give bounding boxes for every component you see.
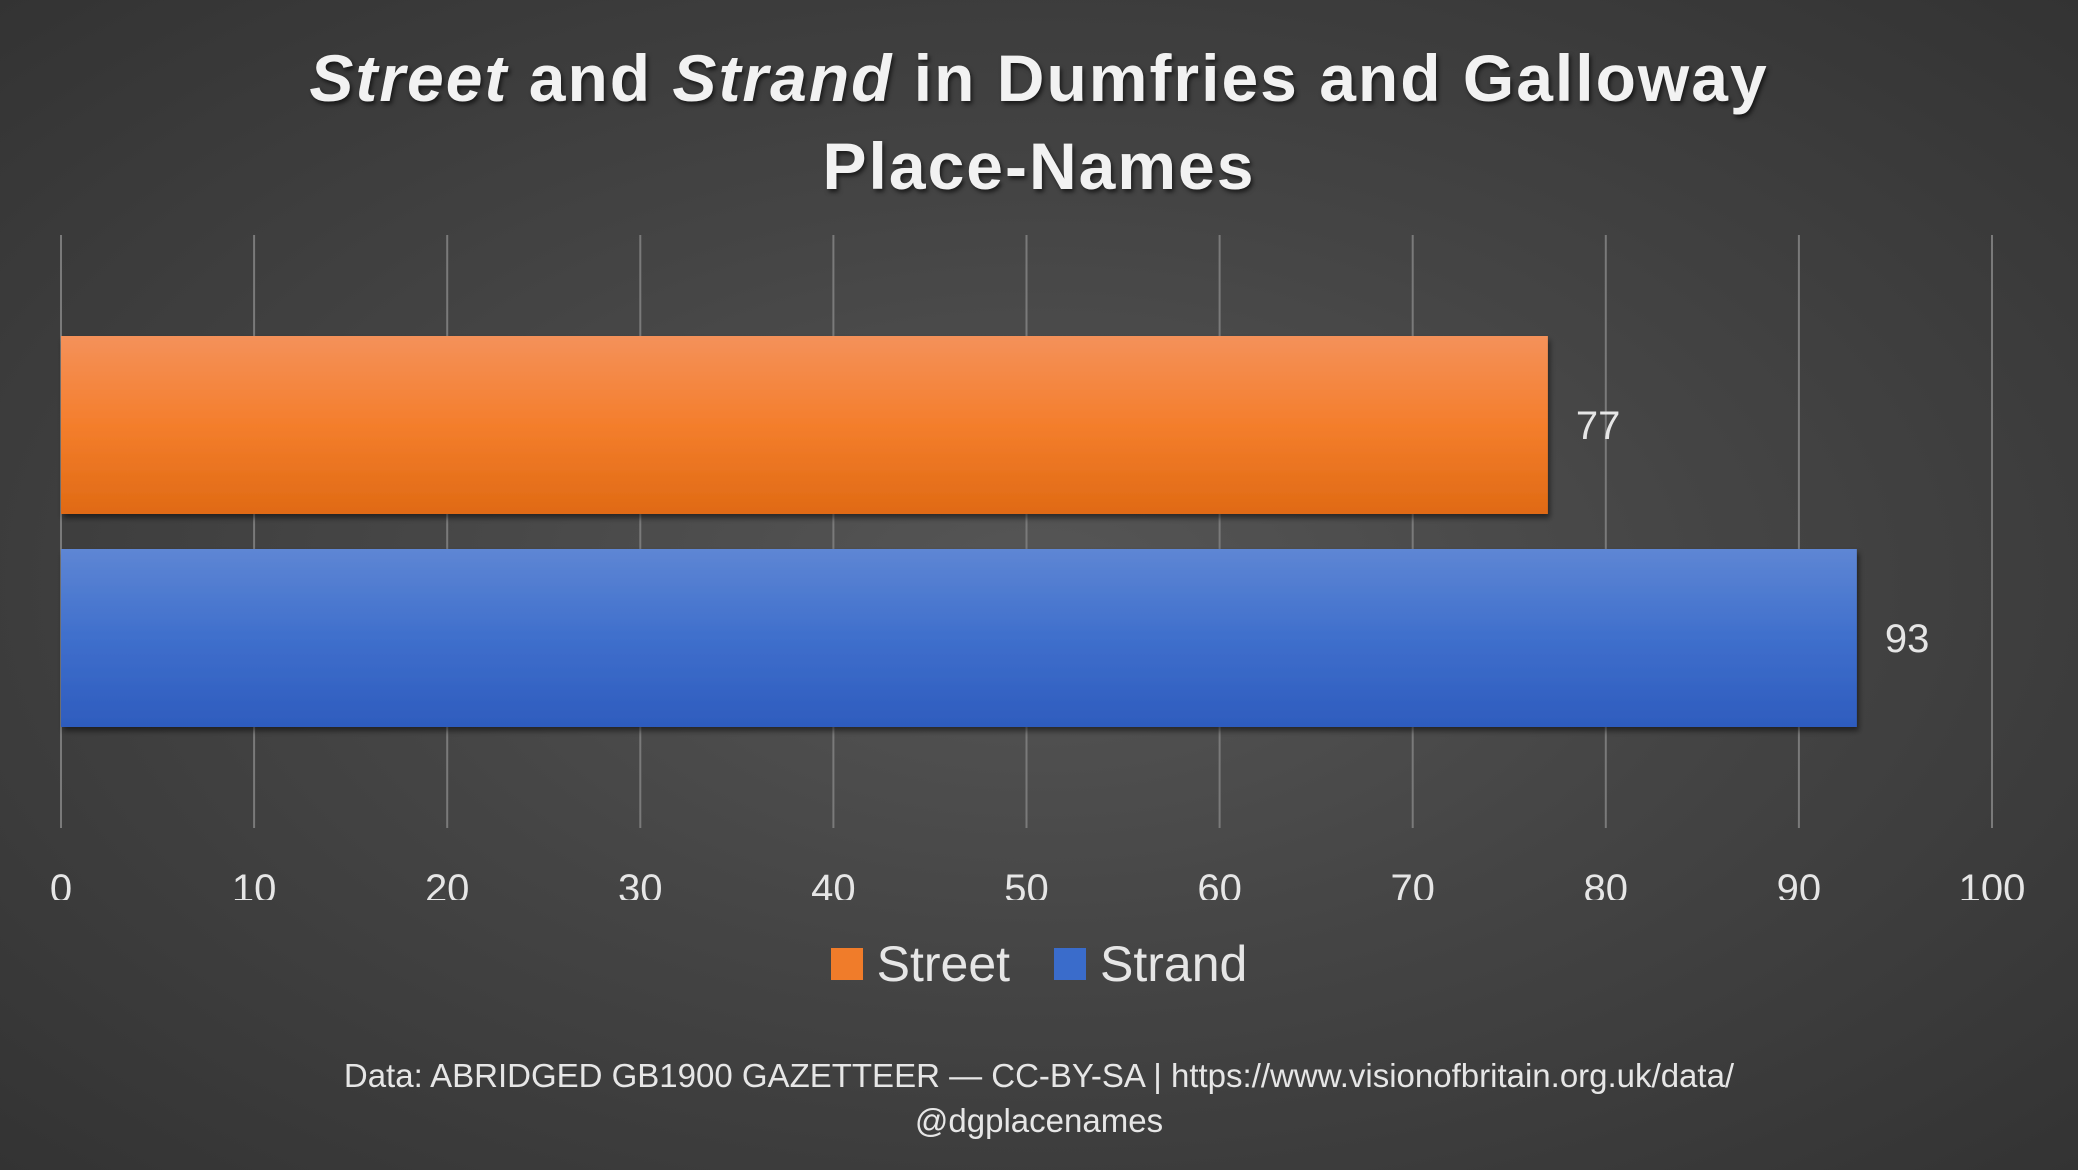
bars bbox=[61, 336, 1857, 727]
title-and: and bbox=[508, 41, 673, 115]
legend-swatch-strand bbox=[1054, 948, 1087, 980]
x-tick-label-50: 50 bbox=[1004, 867, 1049, 900]
x-tick-label-20: 20 bbox=[425, 867, 470, 900]
legend-item-street: Street bbox=[830, 935, 1011, 993]
legend: Street Strand bbox=[0, 935, 2078, 993]
x-tick-label-90: 90 bbox=[1777, 867, 1822, 900]
title-word-street: Street bbox=[309, 41, 509, 115]
chart-title-line-2: Place-Names bbox=[822, 129, 1256, 203]
bar-street bbox=[61, 336, 1548, 514]
footer-handle: @dgplacenames bbox=[914, 1102, 1164, 1139]
x-tick-label-60: 60 bbox=[1197, 867, 1242, 900]
title-word-strand: Strand bbox=[672, 41, 894, 115]
x-tick-label-80: 80 bbox=[1584, 867, 1629, 900]
legend-swatch-street bbox=[830, 948, 863, 980]
legend-item-strand: Strand bbox=[1054, 935, 1247, 993]
x-tick-label-10: 10 bbox=[232, 867, 277, 900]
legend-label-street: Street bbox=[876, 936, 1011, 992]
gridlines bbox=[60, 235, 1993, 828]
legend-label-strand: Strand bbox=[1100, 936, 1248, 992]
bar-strand bbox=[61, 549, 1857, 727]
x-tick-label-30: 30 bbox=[618, 867, 663, 900]
x-axis-ticks: 0 10 20 30 40 50 60 70 80 90 100 bbox=[50, 867, 2026, 900]
data-labels: 77 93 bbox=[1576, 404, 1929, 661]
data-label-street: 77 bbox=[1576, 404, 1621, 448]
x-tick-label-70: 70 bbox=[1390, 867, 1435, 900]
x-tick-label-0: 0 bbox=[50, 867, 72, 900]
x-tick-label-40: 40 bbox=[811, 867, 856, 900]
plot-area: 77 93 0 10 20 30 40 50 60 70 80 90 100 bbox=[50, 235, 2026, 900]
footer-source: Data: ABRIDGED GB1900 GAZETTEER — CC-BY-… bbox=[343, 1057, 1735, 1094]
chart-title: Street and Strand in Dumfries and Gallow… bbox=[0, 40, 2078, 116]
title-rest: in Dumfries and Galloway bbox=[893, 41, 1769, 115]
data-label-strand: 93 bbox=[1885, 617, 1930, 661]
x-tick-label-100: 100 bbox=[1959, 867, 2026, 900]
